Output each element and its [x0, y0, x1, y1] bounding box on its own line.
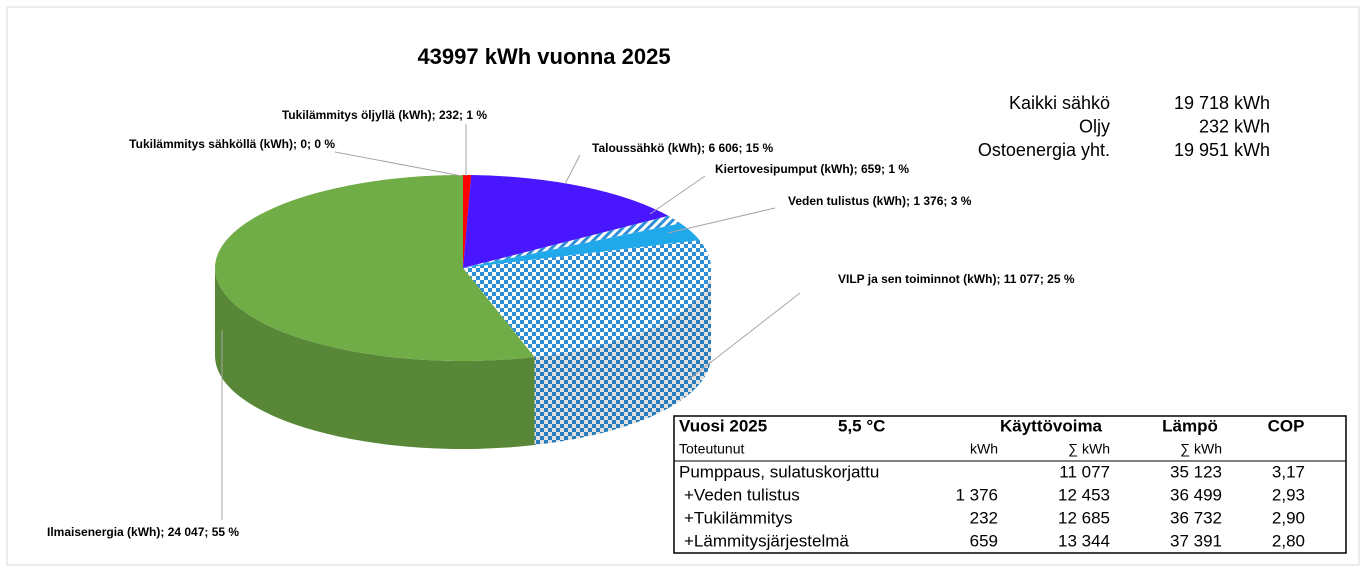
table-cell: 12 685 — [1058, 508, 1110, 527]
data-label: Taloussähkö (kWh); 6 606; 15 % — [592, 141, 773, 155]
data-label: Ilmaisenergia (kWh); 24 047; 55 % — [47, 525, 239, 539]
slice-side — [215, 268, 535, 449]
leader-line — [667, 207, 776, 234]
table-cell: +Tukilämmitys — [684, 508, 792, 527]
leader-line — [564, 154, 581, 185]
slice-side-shade — [215, 268, 535, 449]
slice-side — [534, 268, 711, 446]
summary-value: 19 718 kWh — [1174, 93, 1270, 113]
table-header: Vuosi 2025 — [679, 416, 767, 435]
slice — [463, 223, 700, 268]
labels: Tukilämmitys sähköllä (kWh); 0; 0 % Tukil… — [47, 108, 1075, 539]
table-cell: 11 077 — [1059, 462, 1110, 481]
table-subheader: Toteutunut — [679, 441, 744, 457]
table-subheader: ∑ kWh — [1068, 441, 1110, 457]
table-cell: 1 376 — [955, 485, 998, 504]
table-cell: 659 — [970, 531, 998, 550]
table-cell: 35 123 — [1170, 462, 1222, 481]
table-subheader: kWh — [970, 441, 998, 457]
slice-side-shade — [534, 268, 711, 446]
table-cell: 36 499 — [1170, 485, 1222, 504]
data-label: VILP ja sen toiminnot (kWh); 11 077; 25 … — [838, 272, 1075, 286]
chart-title: 43997 kWh vuonna 2025 — [417, 44, 670, 69]
data-label: Tukilämmitys öljyllä (kWh); 232; 1 % — [282, 108, 487, 122]
table-cell: 36 732 — [1170, 508, 1222, 527]
table-cell: 37 391 — [1170, 531, 1222, 550]
summary-label: Kaikki sähkö — [1009, 93, 1110, 113]
table-cell: 13 344 — [1058, 531, 1110, 550]
table-cell: 2,90 — [1272, 508, 1305, 527]
slice — [463, 175, 669, 268]
table-header: COP — [1268, 416, 1305, 435]
table-header: 5,5 °C — [838, 416, 885, 435]
leader-line — [687, 292, 801, 381]
table-cell: 2,93 — [1272, 485, 1305, 504]
table-cell: Pumppaus, sulatuskorjattu — [679, 462, 879, 481]
summary-value: 232 kWh — [1199, 116, 1270, 136]
table-cell: 3,17 — [1272, 462, 1305, 481]
data-label: Veden tulistus (kWh); 1 376; 3 % — [788, 194, 972, 208]
table-box — [673, 415, 1347, 554]
table-cell: 12 453 — [1058, 485, 1110, 504]
table-header: Käyttövoima — [1000, 416, 1103, 435]
table-cell: +Lämmitysjärjestelmä — [684, 531, 849, 550]
table-subheader: ∑ kWh — [1180, 441, 1222, 457]
table-header: Lämpö — [1162, 416, 1218, 435]
slice — [463, 175, 472, 268]
data-label: Tukilämmitys sähköllä (kWh); 0; 0 % — [129, 137, 335, 151]
summary-label: Ostoenergia yht. — [978, 140, 1110, 160]
slice — [215, 175, 535, 361]
slice — [463, 240, 712, 358]
pie — [215, 175, 712, 449]
table-cell: +Veden tulistus — [684, 485, 800, 504]
leader-line — [334, 151, 463, 177]
summary-value: 19 951 kWh — [1174, 140, 1270, 160]
leader-line — [649, 175, 706, 215]
summary-label: Oljy — [1079, 116, 1110, 136]
table-cell: 2,80 — [1272, 531, 1305, 550]
table-cell: 232 — [970, 508, 998, 527]
data-label: Kiertovesipumput (kWh); 659; 1 % — [715, 162, 909, 176]
slice — [463, 215, 681, 268]
